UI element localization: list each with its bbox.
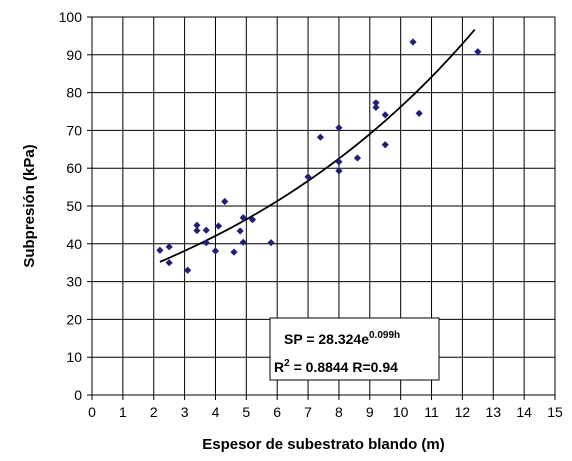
data-point [415,109,423,117]
equation-box-border [269,317,440,381]
data-point [165,243,173,251]
data-point [381,141,389,149]
x-tick-label: 7 [304,404,312,420]
data-point [304,173,312,181]
equation-line-1: SP = 28.324e0.099h [284,330,400,347]
data-point [230,248,238,256]
y-tick-label: 80 [66,85,82,101]
data-point [239,238,247,246]
data-point [409,38,417,46]
trend-line [159,29,476,263]
data-point [236,227,244,235]
x-tick-label: 14 [516,404,532,420]
x-tick-label: 8 [335,404,343,420]
y-tick-label: 40 [66,236,82,252]
equation-base: SP = 28.324e [284,331,369,347]
x-tick-labels: 0 1 2 3 4 5 6 7 8 9 10 11 12 13 14 15 [88,404,563,420]
y-tick-label: 0 [74,387,82,403]
x-tick-label: 0 [88,404,96,420]
data-point [214,222,223,230]
y-axis-title: Subpresión (kPa) [21,144,38,267]
equation-exponent: 0.099h [369,330,400,341]
y-tick-label: 20 [66,311,82,327]
x-tick-label: 1 [119,404,127,420]
data-point [335,167,343,175]
data-point [372,99,380,107]
equation-box: SP = 28.324e0.099h R2 = 0.8844 R=0.94 [269,317,440,381]
y-tick-label: 50 [66,198,82,214]
x-tick-label: 3 [181,404,189,420]
data-point [202,239,210,247]
x-axis-title: Espesor de subestrato blando (m) [202,436,445,453]
data-point [474,48,482,56]
r2-superscript: 2 [284,358,290,369]
x-tick-label: 13 [485,404,501,420]
data-point [193,226,201,235]
data-point [202,226,210,234]
equation-line-2: R2 = 0.8844 R=0.94 [274,358,398,375]
x-tick-label: 6 [273,404,281,420]
x-tick-label: 12 [455,404,471,420]
data-point [316,133,325,141]
data-point [211,247,220,255]
y-tick-label: 90 [66,47,82,63]
y-tick-label: 70 [66,122,82,138]
data-point [193,221,201,229]
data-point [165,259,173,267]
data-point [221,197,229,206]
data-point [353,154,362,162]
y-tick-label: 100 [59,9,83,25]
data-point [372,103,380,111]
data-point [335,124,343,132]
y-tick-marks [87,16,92,396]
data-point [184,266,192,274]
data-points [156,38,482,274]
y-tick-label: 10 [66,349,82,365]
data-point [156,246,164,254]
data-point [248,216,257,224]
y-tick-label: 60 [66,160,82,176]
y-tick-label: 30 [66,274,82,290]
data-point [239,214,247,222]
r2-prefix: R [274,359,284,375]
x-tick-marks [91,395,556,400]
data-point [335,158,343,166]
data-point [381,111,389,119]
x-tick-label: 10 [393,404,409,420]
x-tick-label: 15 [547,404,563,420]
x-tick-label: 2 [150,404,158,420]
x-tick-label: 5 [242,404,250,420]
y-tick-labels: 0 10 20 30 40 50 60 70 80 90 100 [59,9,83,403]
data-point [267,239,275,247]
x-tick-label: 4 [212,404,220,420]
r2-values: = 0.8844 R=0.94 [290,359,398,375]
x-tick-label: 11 [424,404,439,420]
x-tick-label: 9 [366,404,374,420]
